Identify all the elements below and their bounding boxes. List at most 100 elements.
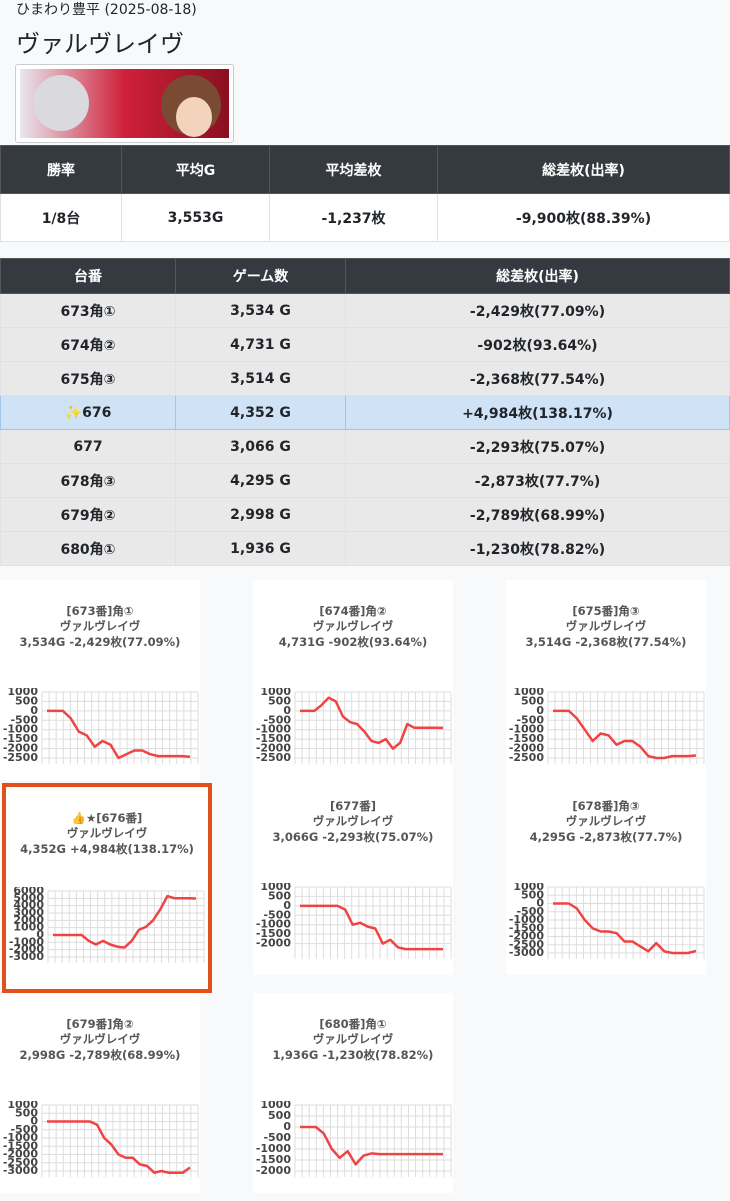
y-tick-label: 1000 [260,688,291,698]
y-tick-label: -2500 [256,751,292,764]
summary-header: 平均差枚 [269,145,438,194]
y-tick-label: -500 [10,1123,38,1136]
summary-table: 勝率 平均G 平均差枚 総差枚(出率) 1/8台 3,553G -1,237枚 -9,900… [0,145,730,242]
machine-games: 4,352 G [175,395,346,430]
machine-row: 674角② 4,731 G -902枚(93.64%) [0,327,730,362]
summary-cell: 1/8台 [0,193,122,242]
y-tick-label: -2000 [3,742,39,755]
y-tick-label: -2000 [9,943,45,956]
y-tick-label: -2000 [256,1164,292,1177]
data-line [300,1125,443,1166]
chart-subtitle: ヴァルヴレイヴ [312,1032,394,1046]
y-tick-label: -500 [263,1131,291,1144]
y-tick-label: -500 [263,908,291,921]
machine-diff: +4,984枚(138.17%) [345,395,730,430]
y-tick-label: -2000 [3,1148,39,1161]
y-tick-label: -500 [10,713,38,726]
y-tick-label: 1000 [7,688,38,698]
y-tick-label: -1500 [509,732,545,745]
chart-caption: 4,295G -2,873枚(77.7%) [529,830,683,844]
chart-card: [678番]角③ ヴァルヴレイヴ 4,295G -2,873枚(77.7%) 1000… [506,775,706,975]
y-tick-label: 0 [283,899,291,912]
machine-number: 678角③ [0,463,176,498]
machine-games: 3,514 G [175,361,346,396]
chart-title: [674番]角② [319,604,387,618]
y-tick-label: -2000 [509,930,545,943]
chart-card: [674番]角② ヴァルヴレイヴ 4,731G -902枚(93.64%) 1000 5… [253,580,453,780]
y-tick-label: -2500 [509,938,545,951]
machine-number: 673角① [0,293,176,328]
chart-title: [675番]角③ [572,604,640,618]
chart-card: [675番]角③ ヴァルヴレイヴ 3,514G -2,368枚(77.54%) 100… [506,580,706,780]
summary-cell: 3,553G [121,193,270,242]
chart-card: [680番]角① ヴァルヴレイヴ 1,936G -1,230枚(78.82%) 100… [253,993,453,1193]
machine-diff: -2,789枚(68.99%) [345,497,730,532]
machine-number: 680角① [0,531,176,566]
chart-caption: 4,731G -902枚(93.64%) [278,635,428,649]
machine-diff: -2,429枚(77.09%) [345,293,730,328]
machine-row: 679角② 2,998 G -2,789枚(68.99%) [0,497,730,532]
chart-caption: 3,534G -2,429枚(77.09%) [19,635,181,649]
y-tick-label: -1000 [256,1142,292,1155]
summary-header: 勝率 [0,145,122,194]
chart-title: [673番]角① [66,604,134,618]
y-tick-label: -3000 [3,1164,39,1177]
chart-subtitle: ヴァルヴレイヴ [66,826,148,840]
y-tick-label: -1000 [509,723,545,736]
chart-caption: 1,936G -1,230枚(78.82%) [272,1048,434,1062]
y-tick-label: 1000 [7,1101,38,1111]
machine-row: 675角③ 3,514 G -2,368枚(77.54%) [0,361,730,396]
chart-caption: 4,352G +4,984枚(138.17%) [20,842,194,856]
data-line [300,696,444,750]
banner-art [20,69,229,138]
y-tick-label: -1500 [256,927,292,940]
chart-card: 👍★[676番] ヴァルヴレイヴ 4,352G +4,984枚(138.17%) 60… [2,783,212,993]
store-name: ひまわり豊平 (2025-08-18) [16,2,197,18]
y-tick-label: 500 [268,889,291,902]
chart-caption: 2,998G -2,789枚(68.99%) [19,1048,181,1062]
y-tick-label: -2500 [3,1156,39,1169]
chart-card: [673番]角① ヴァルヴレイヴ 3,534G -2,429枚(77.09%) 100… [0,580,200,780]
y-tick-label: 1000 [260,1101,291,1111]
y-tick-label: 500 [521,888,544,901]
machine-games: 3,066 G [175,429,346,464]
machine-games: 3,534 G [175,293,346,328]
machine-number: 675角③ [0,361,176,396]
machine-header: 総差枚(出率) [345,258,730,294]
machine-number: 674角② [0,327,176,362]
chart-subtitle: ヴァルヴレイヴ [59,619,141,633]
y-tick-label: 1000 [13,921,44,934]
chart-caption: 3,514G -2,368枚(77.54%) [525,635,687,649]
page-title: ヴァルヴレイヴ [16,30,184,58]
y-tick-label: 2000 [13,913,44,926]
y-tick-label: 4000 [13,899,44,912]
machine-diff: -902枚(93.64%) [345,327,730,362]
machine-games: 2,998 G [175,497,346,532]
data-line [553,902,697,955]
y-tick-label: 0 [536,704,544,717]
machine-row: 680角① 1,936 G -1,230枚(78.82%) [0,531,730,566]
machine-row: 678角③ 4,295 G -2,873枚(77.7%) [0,463,730,498]
y-tick-label: -2000 [256,937,292,950]
y-tick-label: -1000 [256,723,292,736]
y-tick-label: -1500 [3,732,39,745]
y-tick-label: -1000 [509,913,545,926]
machine-games: 4,731 G [175,327,346,362]
chart-caption: 3,066G -2,293枚(75.07%) [272,830,434,844]
chart-title: [678番]角③ [572,799,640,813]
chart-subtitle: ヴァルヴレイヴ [565,619,647,633]
y-tick-label: -1500 [256,732,292,745]
chart-title: [677番] [329,799,377,813]
y-tick-label: -500 [516,713,544,726]
chart-title: [680番]角① [319,1017,387,1031]
summary-header: 平均G [121,145,270,194]
banner [15,64,234,143]
chart-title: 👍★[676番] [71,811,143,825]
y-tick-label: -1000 [3,723,39,736]
y-tick-label: 3000 [13,906,44,919]
y-tick-label: -3000 [9,950,45,963]
